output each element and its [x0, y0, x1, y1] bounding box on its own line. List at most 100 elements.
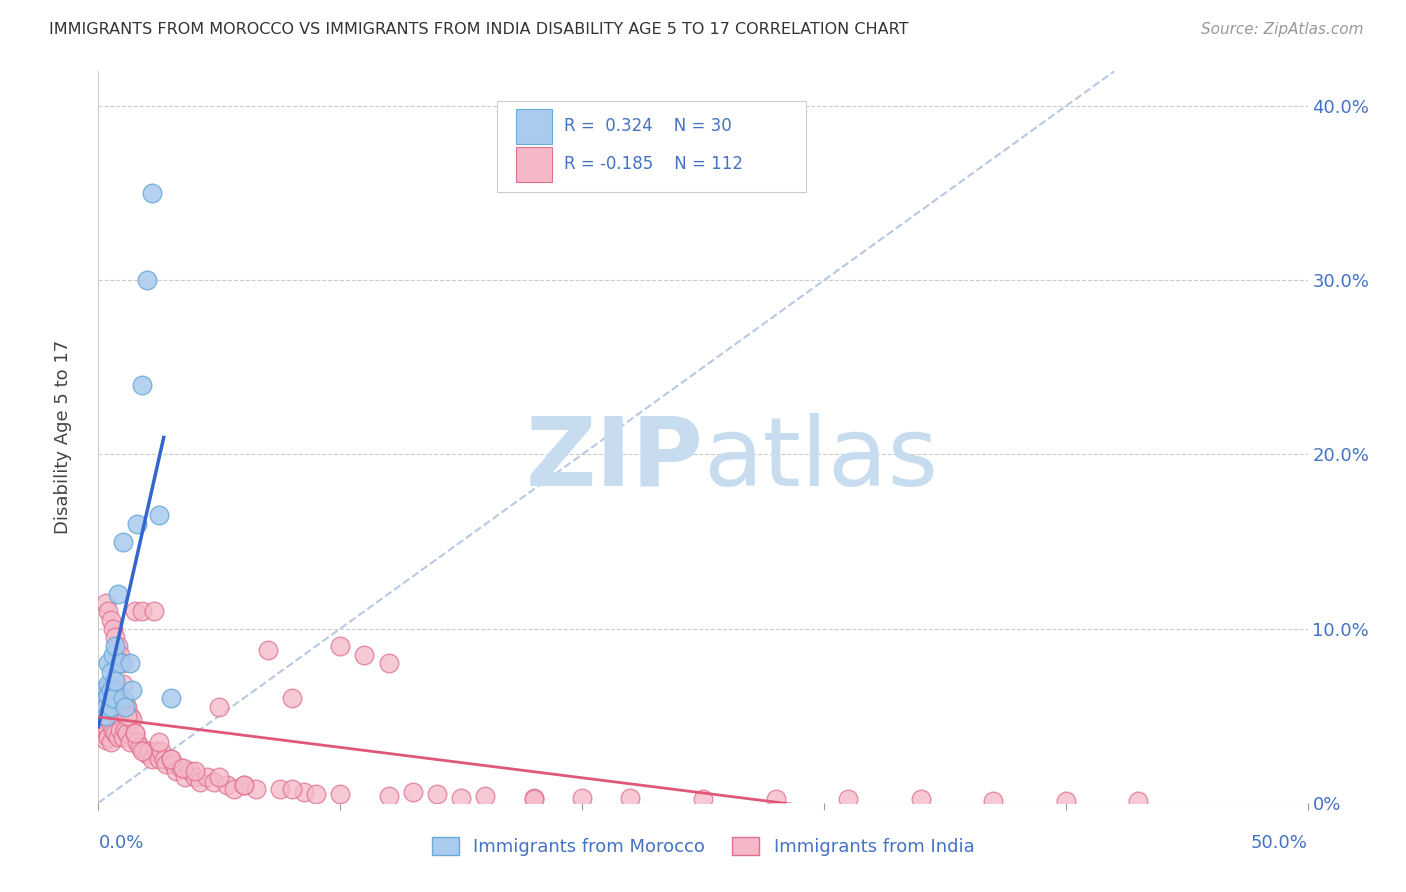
- Point: [160, 752, 183, 766]
- Point: [100, 700, 122, 714]
- Text: 0.0%: 0.0%: [98, 834, 143, 852]
- Point: [152, 752, 174, 766]
- Point: [292, 785, 315, 799]
- Point: [118, 657, 141, 671]
- Point: [104, 726, 127, 740]
- Point: [184, 764, 207, 779]
- Point: [97, 712, 120, 726]
- Point: [148, 735, 170, 749]
- Point: [90, 717, 112, 731]
- Point: [101, 622, 124, 636]
- Point: [94, 733, 117, 747]
- Point: [91, 726, 114, 740]
- Point: [90, 691, 112, 706]
- Point: [281, 781, 304, 796]
- Point: [141, 752, 163, 766]
- Point: [208, 770, 231, 784]
- Point: [121, 682, 143, 697]
- Point: [117, 708, 139, 723]
- Point: [837, 792, 859, 806]
- Point: [100, 717, 122, 731]
- Point: [94, 705, 117, 719]
- Point: [100, 613, 122, 627]
- Point: [111, 677, 134, 691]
- Point: [94, 691, 117, 706]
- Point: [97, 730, 120, 744]
- Point: [107, 730, 129, 744]
- Point: [104, 631, 127, 645]
- Point: [208, 700, 231, 714]
- Text: R =  0.324    N = 30: R = 0.324 N = 30: [564, 117, 731, 136]
- Point: [377, 657, 399, 671]
- Point: [97, 700, 120, 714]
- Point: [127, 735, 149, 749]
- Point: [114, 700, 136, 714]
- Point: [135, 273, 157, 287]
- Point: [160, 691, 183, 706]
- Text: IMMIGRANTS FROM MOROCCO VS IMMIGRANTS FROM INDIA DISABILITY AGE 5 TO 17 CORRELAT: IMMIGRANTS FROM MOROCCO VS IMMIGRANTS FR…: [49, 22, 908, 37]
- Point: [90, 691, 112, 706]
- Point: [101, 700, 124, 714]
- Point: [124, 726, 146, 740]
- Point: [195, 770, 218, 784]
- Point: [138, 743, 160, 757]
- Point: [523, 792, 546, 806]
- Point: [100, 665, 122, 680]
- Point: [111, 691, 134, 706]
- Point: [121, 712, 143, 726]
- Y-axis label: Disability Age 5 to 17: Disability Age 5 to 17: [53, 340, 72, 534]
- Point: [117, 700, 139, 714]
- Point: [131, 604, 153, 618]
- Point: [571, 790, 593, 805]
- Point: [97, 657, 120, 671]
- Point: [184, 770, 207, 784]
- Point: [148, 752, 170, 766]
- Point: [131, 377, 153, 392]
- Point: [107, 587, 129, 601]
- Point: [97, 604, 120, 618]
- Point: [108, 648, 131, 662]
- Point: [127, 517, 149, 532]
- Point: [377, 789, 399, 803]
- Point: [94, 688, 117, 702]
- Point: [97, 688, 120, 702]
- Point: [104, 673, 127, 688]
- Point: [114, 695, 136, 709]
- Point: [104, 639, 127, 653]
- Point: [107, 688, 129, 702]
- Point: [256, 642, 278, 657]
- Point: [97, 682, 120, 697]
- FancyBboxPatch shape: [498, 101, 806, 192]
- Point: [118, 735, 141, 749]
- Point: [108, 657, 131, 671]
- Point: [1054, 794, 1077, 808]
- Point: [179, 764, 201, 779]
- Point: [111, 534, 134, 549]
- Point: [114, 723, 136, 737]
- Point: [97, 677, 120, 691]
- Point: [101, 677, 124, 691]
- Point: [108, 723, 131, 737]
- Point: [245, 781, 267, 796]
- Point: [353, 648, 375, 662]
- Point: [981, 794, 1004, 808]
- Point: [402, 785, 425, 799]
- Point: [450, 790, 472, 805]
- Text: ZIP: ZIP: [524, 412, 703, 506]
- Point: [215, 778, 238, 792]
- Point: [765, 792, 787, 806]
- Point: [91, 695, 114, 709]
- Point: [692, 792, 714, 806]
- Point: [107, 708, 129, 723]
- Point: [100, 677, 122, 691]
- Point: [426, 787, 449, 801]
- Point: [124, 726, 146, 740]
- Point: [90, 700, 112, 714]
- Point: [619, 790, 641, 805]
- Point: [111, 730, 134, 744]
- Point: [111, 657, 134, 671]
- Text: atlas: atlas: [703, 412, 938, 506]
- Point: [111, 700, 134, 714]
- Point: [232, 778, 254, 792]
- Point: [329, 787, 352, 801]
